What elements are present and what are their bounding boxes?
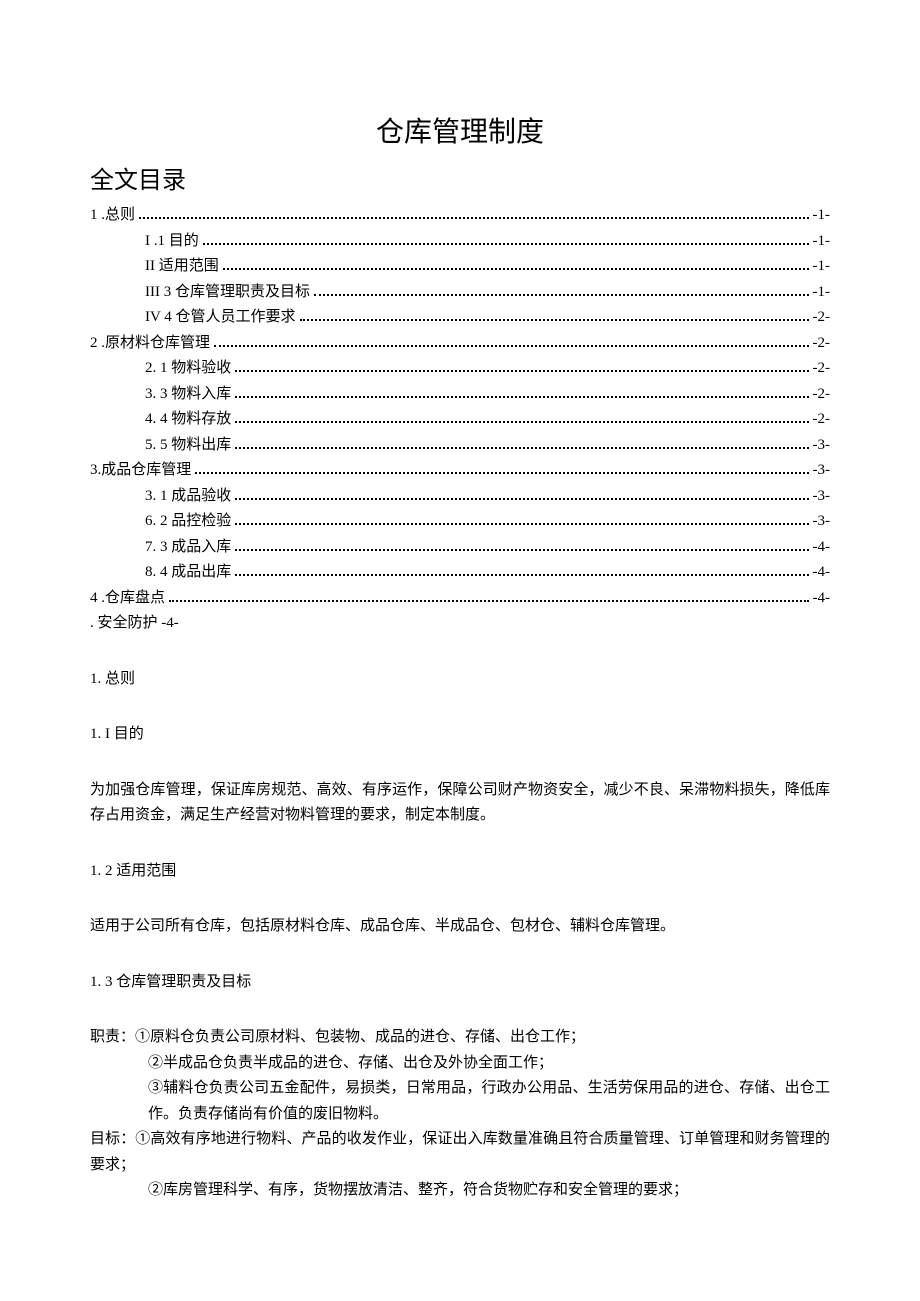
toc-leader-dots	[235, 523, 808, 525]
toc-leader-dots	[235, 574, 808, 576]
spacer	[90, 637, 830, 667]
toc-entry-label: 3.成品仓库管理	[90, 458, 191, 484]
toc-entry-page: -1-	[813, 280, 831, 306]
toc-leader-dots	[214, 345, 808, 347]
toc-entry: II 适用范围 -1-	[90, 254, 830, 280]
toc-entry: 3. 3 物料入库 -2-	[90, 382, 830, 408]
toc-entry-page: -2-	[813, 305, 831, 331]
toc-entry: 5. 5 物料出库 -3-	[90, 433, 830, 459]
toc-list: 1 .总则 -1-I .1 目的 -1-II 适用范围 -1-III 3 仓库管…	[90, 203, 830, 611]
toc-entry: 2. 1 物料验收 -2-	[90, 356, 830, 382]
toc-entry-page: -4-	[813, 535, 831, 561]
toc-leader-dots	[235, 498, 808, 500]
toc-entry-page: -3-	[813, 509, 831, 535]
toc-leader-dots	[235, 370, 808, 372]
toc-entry-label: I .1 目的	[145, 229, 199, 255]
spacer	[90, 748, 830, 778]
toc-entry-label: III 3 仓库管理职责及目标	[145, 280, 310, 306]
toc-entry: 7. 3 成品入库 -4-	[90, 535, 830, 561]
toc-leader-dots	[203, 243, 809, 245]
body-line: ③辅料仓负责公司五金配件，易损类，日常用品，行政办公用品、生活劳保用品的进仓、存…	[90, 1076, 830, 1127]
toc-entry-label: 5. 5 物料出库	[145, 433, 231, 459]
toc-trailing-line: . 安全防护 -4-	[90, 611, 830, 637]
toc-entry-label: 3. 1 成品验收	[145, 484, 231, 510]
body-line: 职责：①原料仓负责公司原材料、包装物、成品的进仓、存储、出仓工作；	[90, 1025, 830, 1051]
toc-entry-label: II 适用范围	[145, 254, 219, 280]
toc-entry: 3.成品仓库管理 -3-	[90, 458, 830, 484]
toc-entry: IV 4 仓管人员工作要求 -2-	[90, 305, 830, 331]
toc-entry-page: -2-	[813, 407, 831, 433]
toc-entry-label: 3. 3 物料入库	[145, 382, 231, 408]
body-line: 目标：①高效有序地进行物料、产品的收发作业，保证出入库数量准确且符合质量管理、订…	[90, 1127, 830, 1178]
toc-header: 全文目录	[90, 160, 830, 195]
body-line: ②库房管理科学、有序，货物摆放清洁、整齐，符合货物贮存和安全管理的要求；	[90, 1178, 830, 1204]
document-body: 1. 总则 1. I 目的为加强仓库管理，保证库房规范、高效、有序运作，保障公司财…	[90, 637, 830, 1204]
toc-entry-label: IV 4 仓管人员工作要求	[145, 305, 296, 331]
body-line: ②半成品仓负责半成品的进仓、存储、出仓及外协全面工作；	[90, 1051, 830, 1077]
toc-leader-dots	[235, 549, 808, 551]
toc-entry: 1 .总则 -1-	[90, 203, 830, 229]
toc-leader-dots	[235, 396, 808, 398]
toc-entry-page: -2-	[813, 382, 831, 408]
document-page: 仓库管理制度 全文目录 1 .总则 -1-I .1 目的 -1-II 适用范围 …	[0, 0, 920, 1264]
toc-entry: III 3 仓库管理职责及目标 -1-	[90, 280, 830, 306]
toc-entry: 3. 1 成品验收 -3-	[90, 484, 830, 510]
toc-entry-page: -2-	[813, 331, 831, 357]
toc-entry-page: -3-	[813, 458, 831, 484]
toc-leader-dots	[223, 268, 809, 270]
toc-entry-label: 4. 4 物料存放	[145, 407, 231, 433]
toc-entry: 6. 2 品控检验 -3-	[90, 509, 830, 535]
toc-entry: 2 .原材料仓库管理 -2-	[90, 331, 830, 357]
spacer	[90, 940, 830, 970]
section-heading: 1. 总则	[90, 667, 830, 693]
toc-entry-page: -1-	[813, 229, 831, 255]
toc-entry-label: 1 .总则	[90, 203, 135, 229]
document-title: 仓库管理制度	[90, 110, 830, 150]
spacer	[90, 995, 830, 1025]
toc-entry-page: -1-	[813, 203, 831, 229]
toc-leader-dots	[235, 447, 808, 449]
section-heading: 1. 3 仓库管理职责及目标	[90, 970, 830, 996]
toc-entry-page: -1-	[813, 254, 831, 280]
toc-entry-page: -3-	[813, 484, 831, 510]
toc-leader-dots	[314, 294, 809, 296]
toc-entry-page: -3-	[813, 433, 831, 459]
section-heading: 1. I 目的	[90, 722, 830, 748]
spacer	[90, 692, 830, 722]
toc-entry-label: 2. 1 物料验收	[145, 356, 231, 382]
toc-entry-label: 4 .仓库盘点	[90, 586, 165, 612]
paragraph: 为加强仓库管理，保证库房规范、高效、有序运作，保障公司财产物资安全，减少不良、呆…	[90, 778, 830, 829]
spacer	[90, 829, 830, 859]
spacer	[90, 884, 830, 914]
toc-leader-dots	[195, 472, 808, 474]
toc-entry-page: -4-	[813, 560, 831, 586]
toc-entry: 4. 4 物料存放 -2-	[90, 407, 830, 433]
section-heading: 1. 2 适用范围	[90, 859, 830, 885]
toc-entry-label: 8. 4 成品出库	[145, 560, 231, 586]
toc-leader-dots	[169, 600, 808, 602]
toc-entry-label: 2 .原材料仓库管理	[90, 331, 210, 357]
toc-entry: 4 .仓库盘点 -4-	[90, 586, 830, 612]
toc-entry: 8. 4 成品出库 -4-	[90, 560, 830, 586]
toc-entry-label: 7. 3 成品入库	[145, 535, 231, 561]
toc-leader-dots	[300, 319, 809, 321]
toc-entry-label: 6. 2 品控检验	[145, 509, 231, 535]
paragraph: 适用于公司所有仓库，包括原材料仓库、成品仓库、半成品仓、包材仓、辅料仓库管理。	[90, 914, 830, 940]
toc-entry-page: -4-	[813, 586, 831, 612]
toc-entry-page: -2-	[813, 356, 831, 382]
toc-leader-dots	[139, 217, 808, 219]
toc-entry: I .1 目的 -1-	[90, 229, 830, 255]
toc-leader-dots	[235, 421, 808, 423]
